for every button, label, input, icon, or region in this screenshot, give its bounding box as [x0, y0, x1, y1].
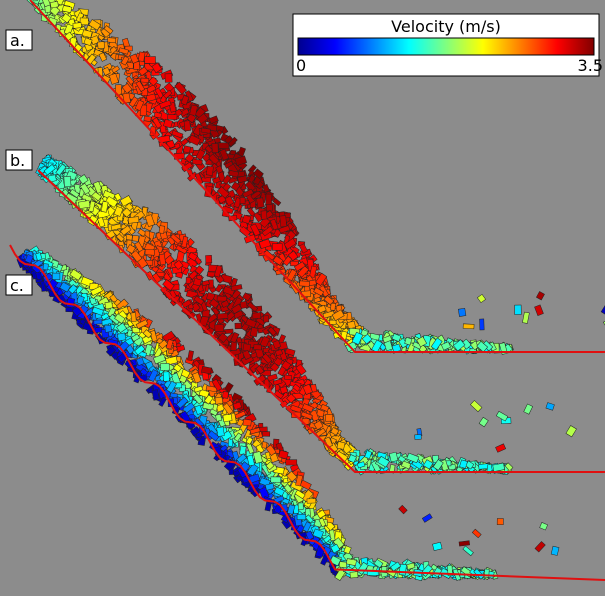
- colorbar-max: 3.5: [578, 56, 603, 75]
- particle: [280, 386, 288, 393]
- particle: [222, 391, 228, 398]
- particle: [217, 427, 225, 437]
- particle: [480, 319, 485, 330]
- particle: [98, 42, 105, 49]
- particle: [239, 446, 246, 455]
- particle: [262, 431, 270, 436]
- particle: [256, 198, 264, 208]
- particle: [168, 114, 178, 120]
- particle: [272, 244, 282, 251]
- particle: [330, 320, 336, 324]
- particle: [240, 197, 245, 203]
- particle: [463, 324, 474, 329]
- particle: [235, 323, 242, 329]
- particle: [243, 344, 251, 352]
- particle: [286, 460, 297, 465]
- particle: [337, 441, 345, 449]
- particle: [261, 211, 267, 220]
- particle: [307, 499, 316, 504]
- particle: [159, 226, 165, 234]
- particle: [350, 572, 358, 578]
- particle: [141, 78, 149, 83]
- particle: [128, 217, 139, 224]
- particle: [131, 313, 136, 322]
- particle: [262, 442, 267, 449]
- particle: [73, 23, 82, 29]
- particle: [105, 302, 113, 309]
- particle: [415, 435, 422, 440]
- particle: [52, 273, 60, 280]
- colorbar-gradient: [298, 38, 594, 55]
- particle: [64, 176, 71, 187]
- particle: [339, 562, 347, 568]
- particle: [183, 146, 190, 153]
- particle: [206, 166, 213, 175]
- particle: [107, 38, 116, 43]
- panel-label: c.: [10, 276, 24, 295]
- particle: [145, 57, 156, 64]
- particle: [66, 307, 73, 312]
- particle: [159, 254, 165, 265]
- particle: [284, 375, 291, 380]
- particle: [458, 308, 466, 316]
- particle: [266, 194, 272, 204]
- particle: [144, 116, 152, 122]
- particle: [170, 393, 177, 398]
- particle: [298, 503, 303, 510]
- colorbar-title: Velocity (m/s): [391, 17, 501, 36]
- particle: [280, 216, 287, 227]
- colorbar-min: 0: [296, 56, 306, 75]
- particle: [117, 333, 126, 341]
- particle: [331, 303, 336, 310]
- particle: [252, 312, 260, 318]
- particle: [217, 296, 227, 301]
- particle: [515, 305, 522, 315]
- particle: [300, 281, 310, 286]
- particle: [459, 541, 470, 546]
- particle: [145, 249, 155, 255]
- particle: [160, 363, 169, 370]
- panel-label: b.: [10, 151, 25, 170]
- particle: [254, 345, 262, 350]
- particle: [263, 316, 269, 323]
- particle: [193, 278, 201, 286]
- particle: [94, 320, 102, 324]
- colorbar: Velocity (m/s) 0 3.5: [293, 14, 603, 76]
- particle: [105, 325, 112, 332]
- particle: [215, 325, 224, 332]
- particle: [219, 143, 229, 149]
- particle: [33, 0, 38, 1]
- particle: [223, 414, 232, 422]
- particle: [497, 518, 503, 524]
- particle: [138, 52, 145, 62]
- particle: [297, 514, 306, 519]
- particle: [163, 372, 169, 382]
- particle: [215, 414, 221, 421]
- particle: [78, 201, 90, 209]
- particle: [347, 321, 355, 329]
- particle: [212, 143, 218, 152]
- particle: [243, 419, 252, 426]
- particle: [184, 121, 191, 131]
- particle: [132, 235, 139, 241]
- particle: [206, 255, 212, 263]
- particle: [165, 74, 172, 83]
- particle: [43, 264, 48, 271]
- particle: [215, 397, 223, 404]
- particle: [50, 1, 58, 8]
- particle: [325, 414, 332, 421]
- panel-label: a.: [10, 31, 25, 50]
- particle: [217, 313, 228, 319]
- particle: [271, 477, 281, 483]
